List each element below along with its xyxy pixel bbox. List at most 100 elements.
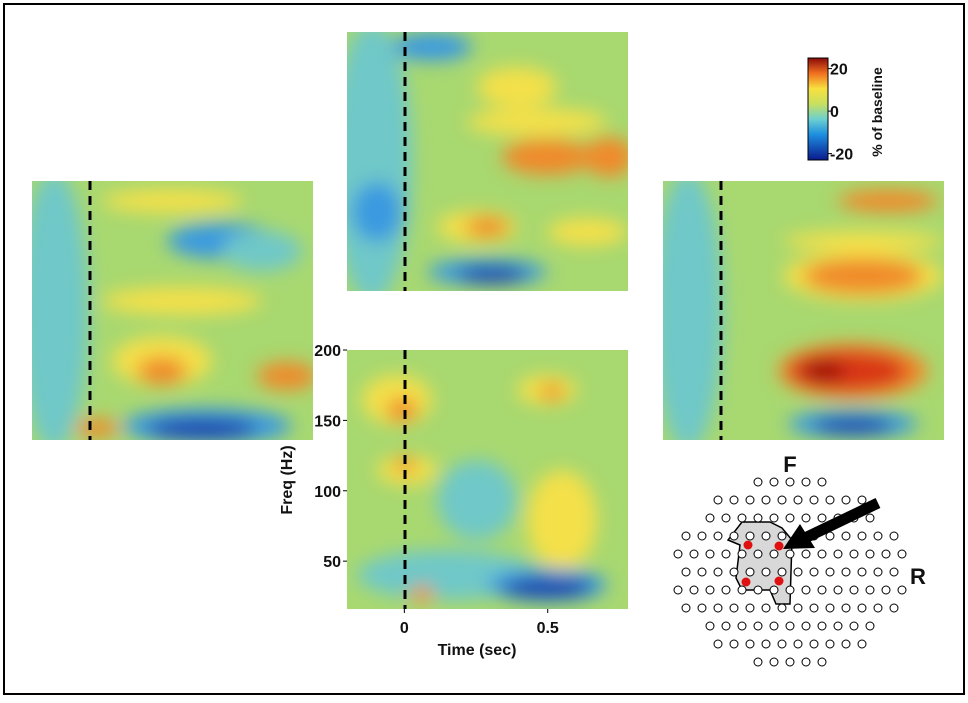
electrode xyxy=(714,640,722,648)
electrode xyxy=(722,622,730,630)
electrode xyxy=(778,568,786,576)
x-tick-label: 0 xyxy=(400,620,409,637)
spectrogram-panel xyxy=(19,171,317,451)
electrode xyxy=(706,514,714,522)
power-blob xyxy=(437,460,517,540)
electrode xyxy=(738,586,746,594)
electrode xyxy=(690,550,698,558)
power-blob xyxy=(803,258,923,294)
electrode xyxy=(714,568,722,576)
electrode xyxy=(810,496,818,504)
electrode xyxy=(746,532,754,540)
spectrogram-panel xyxy=(332,22,634,302)
electrode xyxy=(858,640,866,648)
electrode xyxy=(794,496,802,504)
electrode xyxy=(866,622,874,630)
electrode xyxy=(746,496,754,504)
electrode xyxy=(722,550,730,558)
electrode xyxy=(842,568,850,576)
electrode xyxy=(682,532,690,540)
power-blob xyxy=(502,139,592,175)
electrode xyxy=(770,622,778,630)
power-blob xyxy=(801,359,845,383)
electrode xyxy=(746,604,754,612)
electrode xyxy=(794,640,802,648)
electrode xyxy=(834,550,842,558)
electrode xyxy=(722,514,730,522)
electrode xyxy=(754,586,762,594)
electrode xyxy=(762,640,770,648)
electrode xyxy=(802,550,810,558)
electrode xyxy=(850,550,858,558)
power-blob xyxy=(584,137,634,177)
electrode xyxy=(786,478,794,486)
electrode xyxy=(874,604,882,612)
electrode xyxy=(754,514,762,522)
electrode xyxy=(714,496,722,504)
electrode xyxy=(706,622,714,630)
electrode xyxy=(874,532,882,540)
spectrogram-panel xyxy=(653,171,944,451)
electrode xyxy=(730,604,738,612)
electrode xyxy=(898,586,906,594)
electrode xyxy=(762,568,770,576)
head-front-label: F xyxy=(783,452,796,477)
electrode xyxy=(706,550,714,558)
electrode xyxy=(698,568,706,576)
electrode xyxy=(754,478,762,486)
electrode xyxy=(802,586,810,594)
electrode xyxy=(690,586,698,594)
power-blob xyxy=(352,182,402,242)
electrode xyxy=(746,640,754,648)
electrode xyxy=(818,550,826,558)
power-blob xyxy=(527,470,597,570)
electrode xyxy=(786,622,794,630)
electrode xyxy=(730,496,738,504)
selected-electrode xyxy=(744,541,753,550)
power-blob xyxy=(137,357,187,385)
electrode xyxy=(770,550,778,558)
electrode xyxy=(770,514,778,522)
electrode xyxy=(762,496,770,504)
x-tick-label: 0.5 xyxy=(537,620,559,637)
electrode xyxy=(738,514,746,522)
electrode xyxy=(786,658,794,666)
electrode xyxy=(826,496,834,504)
electrode xyxy=(754,658,762,666)
electrode xyxy=(770,478,778,486)
selected-electrode xyxy=(775,542,784,551)
power-blob xyxy=(540,384,564,400)
power-blob xyxy=(477,67,557,107)
electrode xyxy=(778,496,786,504)
electrode xyxy=(858,604,866,612)
electrode xyxy=(754,550,762,558)
electrode xyxy=(754,622,762,630)
electrode xyxy=(818,622,826,630)
electrode xyxy=(818,658,826,666)
electrode xyxy=(834,622,842,630)
electrode xyxy=(682,568,690,576)
colorbar xyxy=(808,58,828,160)
electrode xyxy=(810,640,818,648)
colorbar-label: % of baseline xyxy=(869,67,885,157)
power-blob xyxy=(102,189,242,213)
electrode xyxy=(818,514,826,522)
electrode xyxy=(842,532,850,540)
selected-electrode xyxy=(742,578,751,587)
y-tick-label: 200 xyxy=(314,343,341,360)
electrode xyxy=(858,532,866,540)
electrode xyxy=(858,568,866,576)
power-blob xyxy=(838,190,938,212)
electrode xyxy=(834,586,842,594)
y-tick-label: 50 xyxy=(323,554,341,571)
spectrogram-panel xyxy=(347,350,628,609)
electrode xyxy=(818,478,826,486)
electrode xyxy=(738,622,746,630)
power-blob xyxy=(813,418,893,434)
electrode xyxy=(818,586,826,594)
electrode xyxy=(858,496,866,504)
power-blob xyxy=(547,218,627,246)
electrode xyxy=(866,514,874,522)
electrode xyxy=(746,568,754,576)
power-blob xyxy=(457,267,527,283)
